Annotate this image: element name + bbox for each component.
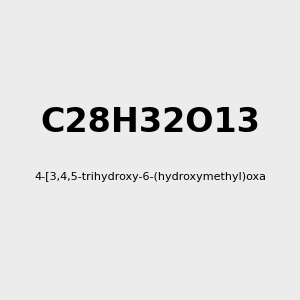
Text: 4-[3,4,5-trihydroxy-6-(hydroxymethyl)oxa: 4-[3,4,5-trihydroxy-6-(hydroxymethyl)oxa [34, 172, 266, 182]
Text: C28H32O13: C28H32O13 [40, 106, 260, 140]
